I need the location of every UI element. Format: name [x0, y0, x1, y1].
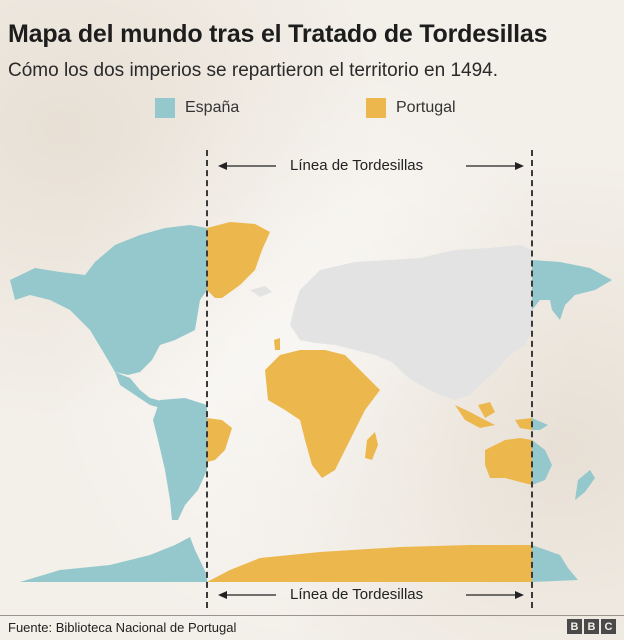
legend-label-portugal: Portugal — [396, 99, 456, 116]
legend-label-espana: España — [185, 99, 240, 116]
page-subtitle: Cómo los dos imperios se repartieron el … — [8, 60, 499, 81]
tordesillas-label-top: Línea de Tordesillas — [290, 157, 424, 174]
tordesillas-line-west — [206, 150, 208, 608]
arrow-right-icon — [466, 591, 524, 599]
scandinavia-land — [302, 275, 340, 305]
greenland-land — [207, 222, 270, 298]
source-credit: Fuente: Biblioteca Nacional de Portugal — [8, 620, 237, 635]
arrow-left-icon — [218, 591, 276, 599]
legend-item-espana: España — [155, 98, 239, 118]
page-title: Mapa del mundo tras el Tratado de Tordes… — [8, 20, 548, 48]
iceland-land — [250, 286, 272, 297]
bbc-logo: B B C — [567, 619, 616, 634]
new-zealand-land — [575, 470, 595, 500]
antarctica-east-land — [532, 545, 578, 582]
bbc-logo-letter: B — [567, 619, 582, 634]
world-map — [10, 222, 612, 582]
central-america-land — [115, 372, 175, 410]
arrow-left-icon — [218, 162, 276, 170]
legend-swatch-portugal — [366, 98, 386, 118]
bbc-logo-letter: B — [584, 619, 599, 634]
legend-item-portugal: Portugal — [366, 98, 456, 118]
brazil-east-land — [207, 418, 232, 462]
eurasia-land — [290, 245, 532, 400]
indonesia-land — [455, 405, 495, 428]
east-siberia-land — [532, 260, 612, 320]
madagascar-land — [365, 432, 378, 460]
tordesillas-label-bottom: Línea de Tordesillas — [290, 586, 424, 603]
antarctica-west-land — [20, 537, 207, 582]
new-guinea-west-land — [515, 418, 532, 430]
antarctica-central-land — [207, 545, 532, 582]
new-guinea-east-land — [532, 418, 548, 430]
borneo-land — [478, 402, 495, 418]
australia-west-land — [485, 438, 532, 485]
south-america-west-land — [153, 398, 207, 520]
tordesillas-line-east — [531, 150, 533, 608]
footer-divider — [0, 615, 624, 616]
bbc-logo-letter: C — [601, 619, 616, 634]
portugal-iberia-land — [274, 338, 280, 350]
africa-land — [265, 350, 380, 478]
arrow-right-icon — [466, 162, 524, 170]
legend-swatch-espana — [155, 98, 175, 118]
australia-east-land — [532, 440, 552, 485]
north-america-land — [10, 225, 207, 375]
